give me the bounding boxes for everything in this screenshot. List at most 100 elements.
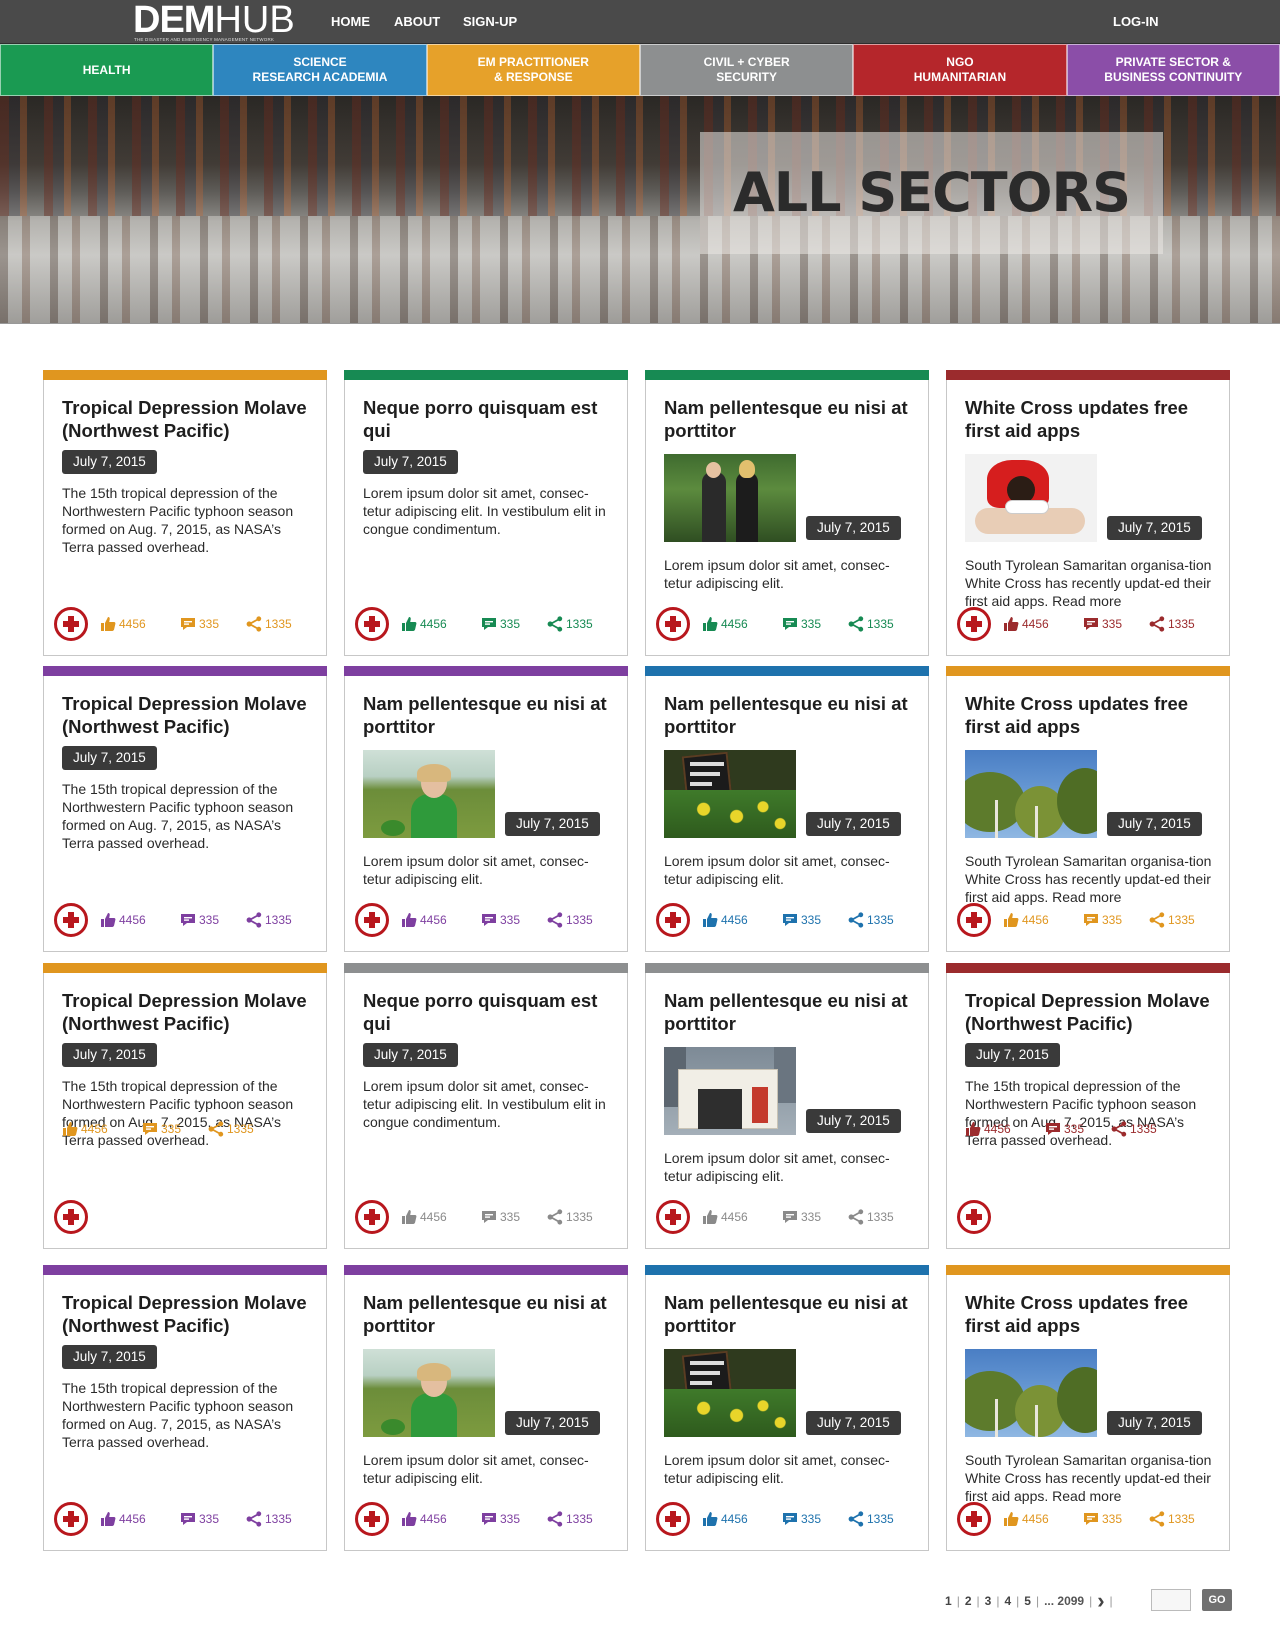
- share-stat[interactable]: 1335: [1111, 1121, 1157, 1137]
- article-card[interactable]: White Cross updates free first aid apps J…: [946, 370, 1230, 656]
- comment-stat[interactable]: 335: [180, 912, 219, 928]
- article-thumbnail[interactable]: [664, 454, 796, 542]
- go-button[interactable]: GO: [1202, 1589, 1232, 1611]
- sector-tab-0[interactable]: HEALTH: [0, 44, 214, 96]
- add-plus-circle-icon[interactable]: [355, 903, 389, 937]
- share-stat[interactable]: 1335: [848, 1511, 894, 1527]
- share-stat[interactable]: 1335: [1149, 1511, 1195, 1527]
- sector-tab-5[interactable]: PRIVATE SECTOR & BUSINESS CONTINUITY: [1066, 44, 1280, 96]
- add-plus-circle-icon[interactable]: [957, 1502, 991, 1536]
- comment-stat[interactable]: 335: [1045, 1121, 1084, 1137]
- article-thumbnail[interactable]: [965, 750, 1097, 838]
- share-stat[interactable]: 1335: [246, 912, 292, 928]
- page-link-last[interactable]: ... 2099: [1044, 1594, 1085, 1608]
- article-card[interactable]: Neque porro quisquam est qui July 7, 2015…: [344, 963, 628, 1249]
- sector-tab-1[interactable]: SCIENCE RESEARCH ACADEMIA: [213, 44, 427, 96]
- like-stat[interactable]: 4456: [401, 1209, 447, 1225]
- like-stat[interactable]: 4456: [401, 1511, 447, 1527]
- share-stat[interactable]: 1335: [208, 1121, 254, 1137]
- like-stat[interactable]: 4456: [702, 1209, 748, 1225]
- article-title[interactable]: Tropical Depression Molave (Northwest Pa…: [62, 693, 307, 737]
- nav-login-link[interactable]: LOG-IN: [1113, 14, 1159, 29]
- comment-stat[interactable]: 335: [481, 1511, 520, 1527]
- nav-signup-link[interactable]: SIGN-UP: [463, 14, 518, 29]
- comment-stat[interactable]: 335: [481, 912, 520, 928]
- article-title[interactable]: White Cross updates free first aid apps: [965, 693, 1189, 737]
- comment-stat[interactable]: 335: [180, 616, 219, 632]
- share-stat[interactable]: 1335: [547, 912, 593, 928]
- add-plus-circle-icon[interactable]: [355, 607, 389, 641]
- sector-tab-2[interactable]: EM PRACTITIONER & RESPONSE: [426, 44, 640, 96]
- like-stat[interactable]: 4456: [702, 616, 748, 632]
- add-plus-circle-icon[interactable]: [957, 607, 991, 641]
- article-thumbnail[interactable]: [363, 1349, 495, 1437]
- article-title[interactable]: Nam pellentesque eu nisi at porttitor: [363, 693, 607, 737]
- article-card[interactable]: Nam pellentesque eu nisi at porttitor Jul…: [645, 666, 929, 952]
- add-plus-circle-icon[interactable]: [54, 903, 88, 937]
- article-title[interactable]: Nam pellentesque eu nisi at porttitor: [664, 693, 908, 737]
- comment-stat[interactable]: 335: [782, 912, 821, 928]
- article-card[interactable]: Tropical Depression Molave (Northwest Pa…: [43, 1265, 327, 1551]
- article-title[interactable]: Neque porro quisquam est qui: [363, 397, 598, 441]
- article-title[interactable]: Tropical Depression Molave (Northwest Pa…: [62, 990, 307, 1034]
- add-plus-circle-icon[interactable]: [355, 1200, 389, 1234]
- article-thumbnail[interactable]: [965, 454, 1097, 542]
- sector-tab-4[interactable]: NGO HUMANITARIAN: [853, 44, 1067, 96]
- article-title[interactable]: Nam pellentesque eu nisi at porttitor: [664, 397, 908, 441]
- like-stat[interactable]: 4456: [100, 1511, 146, 1527]
- comment-stat[interactable]: 335: [1083, 912, 1122, 928]
- page-link-5[interactable]: 5: [1024, 1594, 1031, 1608]
- comment-stat[interactable]: 335: [1083, 616, 1122, 632]
- article-thumbnail[interactable]: [965, 1349, 1097, 1437]
- article-card[interactable]: Tropical Depression Molave (Northwest Pa…: [43, 370, 327, 656]
- article-title[interactable]: Nam pellentesque eu nisi at porttitor: [664, 990, 908, 1034]
- page-link-3[interactable]: 3: [984, 1594, 992, 1608]
- demhub-logo[interactable]: DEMHUB THE DISASTER AND EMERGENCY MANAGE…: [133, 0, 303, 44]
- article-thumbnail[interactable]: [664, 1349, 796, 1437]
- like-stat[interactable]: 4456: [965, 1121, 1011, 1137]
- like-stat[interactable]: 4456: [100, 912, 146, 928]
- share-stat[interactable]: 1335: [1149, 616, 1195, 632]
- comment-stat[interactable]: 335: [180, 1511, 219, 1527]
- article-title[interactable]: Tropical Depression Molave (Northwest Pa…: [62, 397, 307, 441]
- comment-stat[interactable]: 335: [782, 616, 821, 632]
- share-stat[interactable]: 1335: [1149, 912, 1195, 928]
- page-link-2[interactable]: 2: [964, 1594, 972, 1608]
- add-plus-circle-icon[interactable]: [54, 1502, 88, 1536]
- article-title[interactable]: Tropical Depression Molave (Northwest Pa…: [62, 1292, 307, 1336]
- page-link-1[interactable]: 1: [945, 1594, 952, 1608]
- add-plus-circle-icon[interactable]: [957, 903, 991, 937]
- article-card[interactable]: Nam pellentesque eu nisi at porttitor Jul…: [645, 1265, 929, 1551]
- article-card[interactable]: White Cross updates free first aid apps J…: [946, 666, 1230, 952]
- like-stat[interactable]: 4456: [1003, 1511, 1049, 1527]
- share-stat[interactable]: 1335: [547, 1511, 593, 1527]
- article-thumbnail[interactable]: [664, 750, 796, 838]
- page-number-input[interactable]: [1151, 1589, 1191, 1611]
- sector-tab-3[interactable]: CIVIL + CYBER SECURITY: [639, 44, 854, 96]
- share-stat[interactable]: 1335: [848, 616, 894, 632]
- article-title[interactable]: Nam pellentesque eu nisi at porttitor: [664, 1292, 908, 1336]
- add-plus-circle-icon[interactable]: [54, 1200, 88, 1234]
- add-plus-circle-icon[interactable]: [656, 607, 690, 641]
- article-title[interactable]: White Cross updates free first aid apps: [965, 1292, 1189, 1336]
- article-title[interactable]: Neque porro quisquam est qui: [363, 990, 598, 1034]
- like-stat[interactable]: 4456: [100, 616, 146, 632]
- article-card[interactable]: Nam pellentesque eu nisi at porttitor Jul…: [645, 370, 929, 656]
- like-stat[interactable]: 4456: [401, 912, 447, 928]
- add-plus-circle-icon[interactable]: [355, 1502, 389, 1536]
- article-thumbnail[interactable]: [363, 750, 495, 838]
- add-plus-circle-icon[interactable]: [957, 1200, 991, 1234]
- article-title[interactable]: Nam pellentesque eu nisi at porttitor: [363, 1292, 607, 1336]
- comment-stat[interactable]: 335: [481, 1209, 520, 1225]
- like-stat[interactable]: 4456: [1003, 616, 1049, 632]
- article-title[interactable]: White Cross updates free first aid apps: [965, 397, 1189, 441]
- nav-about-link[interactable]: ABOUT: [394, 14, 441, 29]
- article-card[interactable]: Neque porro quisquam est qui July 7, 2015…: [344, 370, 628, 656]
- share-stat[interactable]: 1335: [246, 616, 292, 632]
- article-card[interactable]: Nam pellentesque eu nisi at porttitor Jul…: [344, 666, 628, 952]
- comment-stat[interactable]: 335: [782, 1511, 821, 1527]
- add-plus-circle-icon[interactable]: [656, 903, 690, 937]
- next-page-chevron-icon[interactable]: ›: [1097, 1588, 1105, 1613]
- article-card[interactable]: Tropical Depression Molave (Northwest Pa…: [43, 963, 327, 1249]
- like-stat[interactable]: 4456: [401, 616, 447, 632]
